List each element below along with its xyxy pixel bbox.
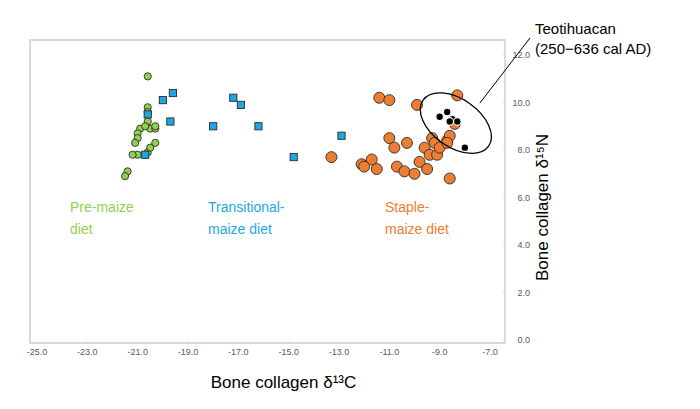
- group-label: Pre-maizediet: [70, 199, 134, 237]
- annotation: Teotihuacan(250−636 cal AD): [535, 20, 651, 57]
- point: [237, 101, 244, 108]
- point: [121, 173, 128, 180]
- point: [142, 123, 149, 130]
- point: [142, 151, 149, 158]
- point: [129, 151, 136, 158]
- point: [230, 94, 237, 101]
- point: [461, 144, 469, 152]
- y-tick: [503, 55, 506, 56]
- x-tick-label: -25.0: [27, 347, 48, 357]
- x-tick: [137, 341, 138, 344]
- x-tick-label: -13.0: [329, 347, 350, 357]
- x-tick-label: -15.0: [278, 347, 299, 357]
- point: [132, 139, 139, 146]
- point: [255, 123, 262, 130]
- point: [152, 123, 159, 130]
- point: [152, 139, 159, 146]
- y-tick: [503, 292, 506, 293]
- x-tick: [288, 341, 289, 344]
- leader-line: [480, 38, 530, 103]
- x-tick: [389, 341, 390, 344]
- x-tick: [188, 341, 189, 344]
- x-tick-label: -11.0: [379, 347, 399, 357]
- y-tick-label: 8.0: [517, 145, 530, 155]
- plot-frame: [30, 40, 505, 343]
- y-tick-label: 0.0: [517, 335, 530, 345]
- point: [389, 142, 400, 153]
- point: [144, 111, 151, 118]
- point: [436, 113, 444, 121]
- y-tick-label: 4.0: [517, 240, 530, 250]
- x-tick: [37, 341, 38, 344]
- y-tick: [503, 197, 506, 198]
- point: [453, 118, 461, 126]
- y-tick: [503, 340, 506, 341]
- point: [338, 132, 345, 139]
- point: [142, 151, 149, 158]
- x-tick-label: -7.0: [482, 347, 498, 357]
- y-tick: [503, 102, 506, 103]
- point: [169, 89, 176, 96]
- x-tick: [339, 341, 340, 344]
- x-tick-label: -21.0: [127, 347, 148, 357]
- x-tick-label: -17.0: [228, 347, 249, 357]
- x-tick: [439, 341, 440, 344]
- x-axis-title: Bone collagen δ¹³C: [211, 373, 357, 392]
- y-tick: [503, 245, 506, 246]
- highlight-ellipse: [409, 80, 502, 165]
- point: [374, 92, 385, 103]
- y-tick-label: 10.0: [512, 98, 530, 108]
- point: [443, 108, 451, 116]
- y-axis-title: Bone collagen δ¹⁵N: [533, 134, 552, 281]
- y-tick: [503, 150, 506, 151]
- x-tick: [238, 341, 239, 344]
- point: [371, 164, 382, 175]
- chart: -25.0 -23.0 -21.0 -19.0 -17.0 -15.0 -13.0 -11.0…: [0, 0, 700, 409]
- x-tick-label: -9.0: [432, 347, 448, 357]
- point: [384, 95, 395, 106]
- point: [409, 168, 420, 179]
- point: [444, 173, 455, 184]
- points: [121, 73, 468, 184]
- point: [422, 164, 433, 175]
- x-tick-label: -23.0: [77, 347, 98, 357]
- point: [359, 161, 370, 172]
- x-tick-label: -19.0: [178, 347, 199, 357]
- x-tick: [490, 341, 491, 344]
- y-tick-label: 6.0: [517, 193, 530, 203]
- point: [446, 118, 454, 126]
- point: [326, 152, 337, 163]
- y-tick-label: 2.0: [517, 288, 530, 298]
- point: [159, 97, 166, 104]
- point: [399, 166, 410, 177]
- x-tick: [87, 341, 88, 344]
- point: [290, 154, 297, 161]
- y-tick-label: 12.0: [512, 50, 530, 60]
- point: [144, 73, 151, 80]
- group-label: Transitional-maize diet: [208, 199, 285, 237]
- point: [210, 123, 217, 130]
- group-label: Staple-maize diet: [385, 199, 449, 237]
- point: [401, 137, 412, 148]
- point: [167, 118, 174, 125]
